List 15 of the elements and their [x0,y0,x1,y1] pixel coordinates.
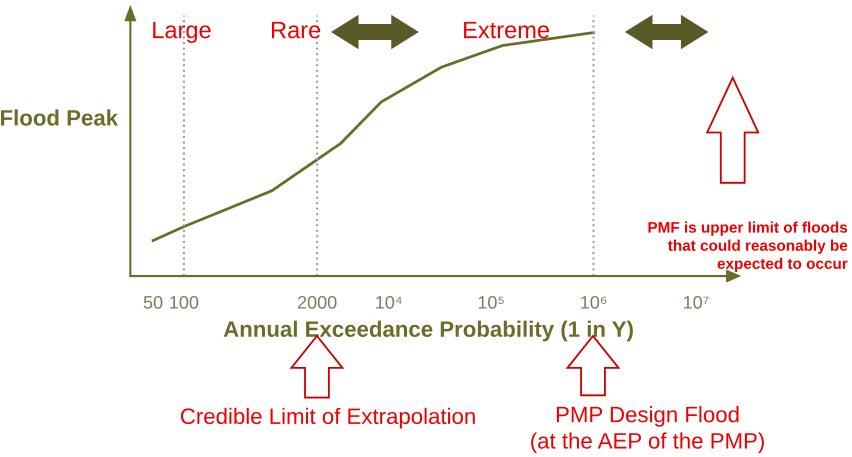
x-tick-label: 10⁶ [581,296,606,309]
annotation: Large [153,22,211,43]
text: Credible Limit of Extrapolation [180,408,475,429]
x-tick-label: 10⁵ [478,296,504,309]
x-tick-label: 100 [170,296,198,309]
x-axis-title: Annual Exceedance Probability (1 in Y) [224,320,633,342]
y-axis-title: Flood Peak [1,109,118,126]
text: PMP Design Flood (at the AEP of the PMP) [531,406,764,454]
x-tick-label: 2000 [298,296,337,309]
x-tick-label: 50 [144,296,162,309]
annotation: Extreme [464,22,549,38]
x-tick-label: 10⁴ [376,296,402,309]
x-tick-label: 10⁷ [684,296,709,309]
annotation: Rare [272,22,320,38]
annotation: PMF is upper limit of floods that could reasonably be expected to occur [648,222,848,272]
